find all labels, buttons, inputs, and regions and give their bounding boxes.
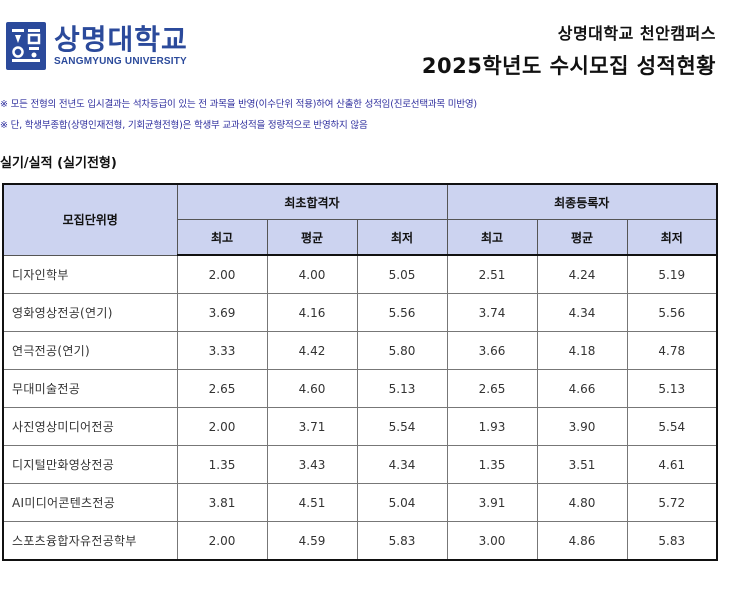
value-cell: 4.24: [536, 254, 628, 294]
subheader-cell: 최저: [626, 219, 718, 256]
university-logo: 상명대학교 SANGMYUNG UNIVERSITY: [6, 22, 188, 70]
note-2: ※ 단, 학생부종합(상명인재전형, 기회균형전형)은 학생부 교과성적을 정량…: [0, 120, 368, 131]
dept-cell: 영화영상전공(연기): [2, 293, 178, 332]
value-cell: 5.80: [356, 331, 448, 370]
table-row: AI미디어콘텐츠전공 3.81 4.51 5.04 3.91 4.80 5.72: [2, 483, 718, 522]
table-row: 연극전공(연기) 3.33 4.42 5.80 3.66 4.18 4.78: [2, 331, 718, 370]
value-cell: 4.60: [266, 369, 358, 408]
value-cell: 5.83: [356, 521, 448, 561]
value-cell: 3.71: [266, 407, 358, 446]
value-cell: 4.18: [536, 331, 628, 370]
dept-cell: AI미디어콘텐츠전공: [2, 483, 178, 522]
value-cell: 4.61: [626, 445, 718, 484]
value-cell: 5.05: [356, 254, 448, 294]
page-header: 상명대학교 SANGMYUNG UNIVERSITY 상명대학교 천안캠퍼스 2…: [0, 0, 732, 90]
value-cell: 5.56: [356, 293, 448, 332]
value-cell: 5.56: [626, 293, 718, 332]
value-cell: 3.81: [176, 483, 268, 522]
value-cell: 4.00: [266, 254, 358, 294]
value-cell: 4.34: [356, 445, 448, 484]
logo-name: 상명대학교: [54, 23, 188, 56]
table-row: 디지털만화영상전공 1.35 3.43 4.34 1.35 3.51 4.61: [2, 445, 718, 484]
value-cell: 4.66: [536, 369, 628, 408]
dept-cell: 연극전공(연기): [2, 331, 178, 370]
value-cell: 3.90: [536, 407, 628, 446]
dept-cell: 디자인학부: [2, 254, 178, 294]
value-cell: 3.00: [446, 521, 538, 561]
value-cell: 4.59: [266, 521, 358, 561]
table-header-row: 모집단위명 최초합격자 최종등록자: [2, 183, 718, 256]
value-cell: 2.65: [446, 369, 538, 408]
dept-cell: 사진영상미디어전공: [2, 407, 178, 446]
dept-header: 모집단위명: [2, 183, 178, 256]
section-title: 실기/실적 (실기전형): [0, 156, 117, 171]
value-cell: 4.80: [536, 483, 628, 522]
subheader-cell: 최저: [356, 219, 448, 256]
value-cell: 4.16: [266, 293, 358, 332]
value-cell: 5.19: [626, 254, 718, 294]
subheader-cell: 최고: [446, 219, 538, 256]
value-cell: 3.33: [176, 331, 268, 370]
value-cell: 5.83: [626, 521, 718, 561]
campus-name: 상명대학교 천안캠퍼스: [557, 24, 716, 43]
value-cell: 5.13: [626, 369, 718, 408]
value-cell: 2.51: [446, 254, 538, 294]
logo-english-name: SANGMYUNG UNIVERSITY: [54, 56, 187, 67]
value-cell: 5.13: [356, 369, 448, 408]
grades-table: 모집단위명 최초합격자 최종등록자 최고 평균 최저 최고 평균 최저 디자인학…: [2, 183, 718, 561]
value-cell: 1.35: [176, 445, 268, 484]
value-cell: 4.42: [266, 331, 358, 370]
table-row: 무대미술전공 2.65 4.60 5.13 2.65 4.66 5.13: [2, 369, 718, 408]
value-cell: 5.54: [626, 407, 718, 446]
group-header-final: 최종등록자: [446, 183, 718, 220]
value-cell: 3.74: [446, 293, 538, 332]
page-title: 2025학년도 수시모집 성적현황: [421, 54, 716, 78]
table-row: 영화영상전공(연기) 3.69 4.16 5.56 3.74 4.34 5.56: [2, 293, 718, 332]
table-row: 디자인학부 2.00 4.00 5.05 2.51 4.24 5.19: [2, 254, 718, 294]
table-row: 사진영상미디어전공 2.00 3.71 5.54 1.93 3.90 5.54: [2, 407, 718, 446]
value-cell: 4.86: [536, 521, 628, 561]
value-cell: 2.65: [176, 369, 268, 408]
table-row: 스포츠융합자유전공학부 2.00 4.59 5.83 3.00 4.86 5.8…: [2, 521, 718, 561]
notes: ※ 모든 전형의 전년도 입시결과는 석차등급이 있는 전 과목을 반영(이수단…: [0, 94, 477, 136]
value-cell: 5.72: [626, 483, 718, 522]
emblem-icon: [6, 22, 46, 70]
value-cell: 2.00: [176, 521, 268, 561]
dept-cell: 디지털만화영상전공: [2, 445, 178, 484]
subheader-cell: 평균: [536, 219, 628, 256]
note-1: ※ 모든 전형의 전년도 입시결과는 석차등급이 있는 전 과목을 반영(이수단…: [0, 99, 477, 110]
group-header-initial: 최초합격자: [176, 183, 448, 220]
value-cell: 4.51: [266, 483, 358, 522]
subheader-cell: 최고: [176, 219, 268, 256]
value-cell: 4.78: [626, 331, 718, 370]
value-cell: 3.69: [176, 293, 268, 332]
value-cell: 5.04: [356, 483, 448, 522]
value-cell: 2.00: [176, 254, 268, 294]
value-cell: 4.34: [536, 293, 628, 332]
dept-cell: 무대미술전공: [2, 369, 178, 408]
value-cell: 2.00: [176, 407, 268, 446]
value-cell: 1.93: [446, 407, 538, 446]
dept-cell: 스포츠융합자유전공학부: [2, 521, 178, 561]
value-cell: 3.66: [446, 331, 538, 370]
subheader-cell: 평균: [266, 219, 358, 256]
value-cell: 3.43: [266, 445, 358, 484]
value-cell: 3.51: [536, 445, 628, 484]
table-subheader-row: 최고 평균 최저 최고 평균 최저: [3, 219, 718, 256]
value-cell: 1.35: [446, 445, 538, 484]
value-cell: 3.91: [446, 483, 538, 522]
value-cell: 5.54: [356, 407, 448, 446]
